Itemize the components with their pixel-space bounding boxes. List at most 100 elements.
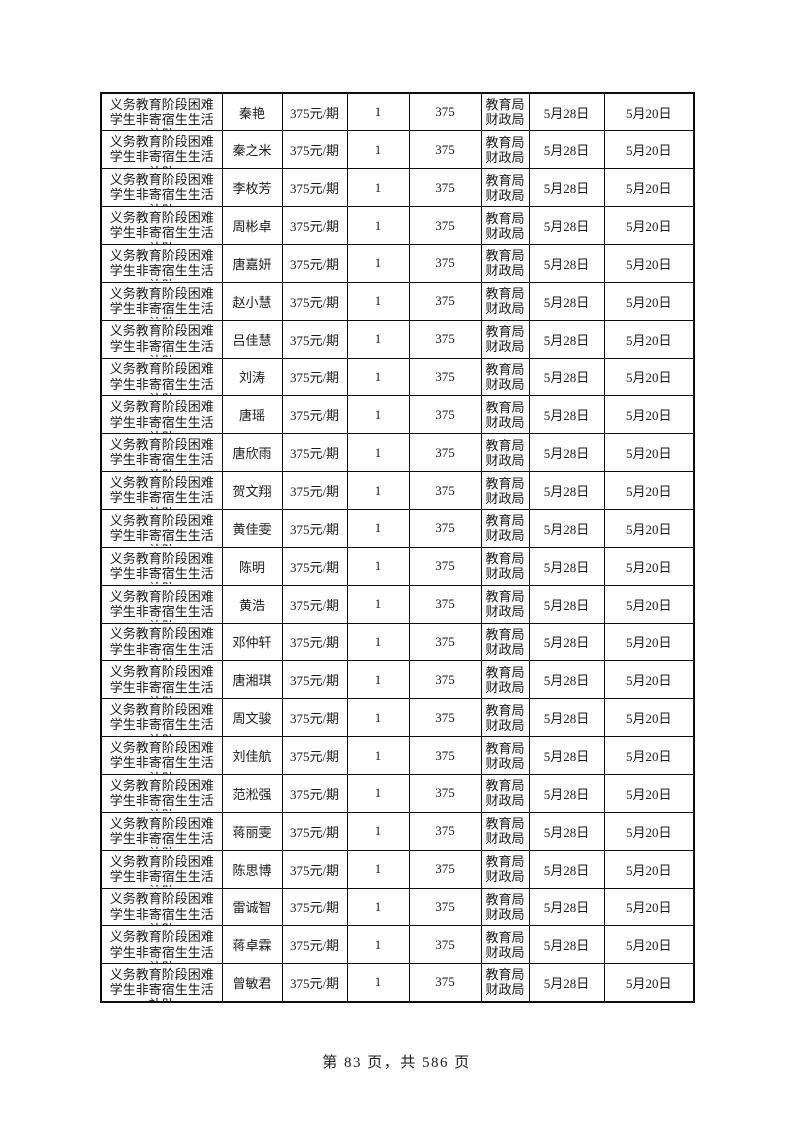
cell-periods: 1 xyxy=(346,471,410,510)
cell-amount: 375 xyxy=(408,281,482,321)
table-row: 义务教育阶段困难 学生非寄宿生生活 补助 蒋卓霖 375元/期 1 375 教育… xyxy=(100,925,695,965)
table-row: 义务教育阶段困难 学生非寄宿生生活 补助 刘涛 375元/期 1 375 教育局… xyxy=(100,357,695,397)
cell-periods: 1 xyxy=(346,887,410,927)
cell-date-second: 5月20日 xyxy=(603,319,695,359)
dept-line2: 财政局 xyxy=(485,301,525,317)
cell-project: 义务教育阶段困难 学生非寄宿生生活 补助 xyxy=(100,130,223,170)
cell-student-name: 秦艳 xyxy=(221,92,283,132)
project-line1: 义务教育阶段困难 xyxy=(109,399,214,415)
cell-funding-standard: 375元/期 xyxy=(281,92,348,132)
cell-project: 义务教育阶段困难 学生非寄宿生生活 补助 xyxy=(100,736,223,775)
project-line3-clipped: 补助 xyxy=(102,657,221,660)
cell-funding-standard: 375元/期 xyxy=(281,433,348,473)
cell-amount: 375 xyxy=(408,660,482,700)
cell-amount: 375 xyxy=(408,622,482,662)
cell-date-second: 5月20日 xyxy=(603,584,695,624)
project-line2: 学生非寄宿生生活 xyxy=(109,225,214,241)
project-line3-clipped: 补助 xyxy=(102,241,221,244)
cell-amount: 375 xyxy=(408,508,482,548)
dept-line1: 教育局 xyxy=(485,891,525,907)
cell-amount: 375 xyxy=(408,546,482,586)
cell-periods: 1 xyxy=(346,849,410,889)
cell-student-name: 陈思博 xyxy=(221,849,283,889)
dept-line1: 教育局 xyxy=(485,248,525,264)
project-line1: 义务教育阶段困难 xyxy=(109,550,214,566)
cell-date-second: 5月20日 xyxy=(603,925,695,965)
cell-periods: 1 xyxy=(346,736,410,775)
cell-funding-standard: 375元/期 xyxy=(281,546,348,586)
cell-project: 义务教育阶段困难 学生非寄宿生生活 补助 xyxy=(100,698,223,738)
cell-date-second: 5月20日 xyxy=(603,243,695,283)
cell-date-second: 5月20日 xyxy=(603,168,695,208)
cell-date-second: 5月20日 xyxy=(603,773,695,813)
table-row: 义务教育阶段困难 学生非寄宿生生活 补助 黄浩 375元/期 1 375 教育局… xyxy=(100,584,695,624)
cell-amount: 375 xyxy=(408,584,482,624)
dept-line1: 教育局 xyxy=(485,513,525,529)
cell-periods: 1 xyxy=(346,168,410,208)
dept-line2: 财政局 xyxy=(485,679,525,695)
cell-periods: 1 xyxy=(346,508,410,548)
cell-amount: 375 xyxy=(408,963,482,1003)
cell-funding-standard: 375元/期 xyxy=(281,698,348,738)
project-line2: 学生非寄宿生生活 xyxy=(109,376,214,392)
cell-periods: 1 xyxy=(346,130,410,170)
cell-date-second: 5月20日 xyxy=(603,736,695,775)
cell-amount: 375 xyxy=(408,773,482,813)
project-line3-clipped: 补助 xyxy=(102,808,221,811)
cell-periods: 1 xyxy=(346,698,410,738)
project-line3-clipped: 补助 xyxy=(102,922,221,925)
cell-funding-standard: 375元/期 xyxy=(281,508,348,548)
cell-date-second: 5月20日 xyxy=(603,357,695,397)
dept-line1: 教育局 xyxy=(485,929,525,945)
cell-amount: 375 xyxy=(408,811,482,851)
cell-funding-standard: 375元/期 xyxy=(281,206,348,245)
dept-line2: 财政局 xyxy=(485,906,525,922)
project-line2: 学生非寄宿生生活 xyxy=(109,111,214,127)
cell-departments: 教育局 财政局 xyxy=(480,508,530,548)
cell-date-first: 5月28日 xyxy=(528,319,605,359)
table-row: 义务教育阶段困难 学生非寄宿生生活 补助 贺文翔 375元/期 1 375 教育… xyxy=(100,471,695,510)
dept-line2: 财政局 xyxy=(485,452,525,468)
project-line3-clipped: 补助 xyxy=(102,430,221,433)
dept-line1: 教育局 xyxy=(485,778,525,794)
project-line1: 义务教育阶段困难 xyxy=(109,815,214,831)
cell-date-second: 5月20日 xyxy=(603,887,695,927)
project-line2: 学生非寄宿生生活 xyxy=(109,793,214,809)
table-row: 义务教育阶段困难 学生非寄宿生生活 补助 秦艳 375元/期 1 375 教育局… xyxy=(100,92,695,132)
cell-amount: 375 xyxy=(408,698,482,738)
project-line2: 学生非寄宿生生活 xyxy=(109,565,214,581)
cell-date-second: 5月20日 xyxy=(603,698,695,738)
table-row: 义务教育阶段困难 学生非寄宿生生活 补助 唐欣雨 375元/期 1 375 教育… xyxy=(100,433,695,473)
dept-line2: 财政局 xyxy=(485,225,525,241)
cell-date-first: 5月28日 xyxy=(528,963,605,1003)
project-line1: 义务教育阶段困难 xyxy=(109,96,214,112)
project-line1: 义务教育阶段困难 xyxy=(109,739,214,755)
cell-amount: 375 xyxy=(408,130,482,170)
cell-amount: 375 xyxy=(408,168,482,208)
table-body: 义务教育阶段困难 学生非寄宿生生活 补助 秦艳 375元/期 1 375 教育局… xyxy=(100,92,695,1003)
project-line2: 学生非寄宿生生活 xyxy=(109,528,214,544)
cell-funding-standard: 375元/期 xyxy=(281,168,348,208)
cell-student-name: 唐欣雨 xyxy=(221,433,283,473)
dept-line2: 财政局 xyxy=(485,755,525,771)
cell-funding-standard: 375元/期 xyxy=(281,811,348,851)
cell-project: 义务教育阶段困难 学生非寄宿生生活 补助 xyxy=(100,471,223,510)
cell-departments: 教育局 财政局 xyxy=(480,925,530,965)
project-line2: 学生非寄宿生生活 xyxy=(109,187,214,203)
project-line1: 义务教育阶段困难 xyxy=(109,437,214,453)
cell-student-name: 唐瑶 xyxy=(221,395,283,435)
cell-date-first: 5月28日 xyxy=(528,92,605,132)
cell-periods: 1 xyxy=(346,811,410,851)
cell-date-first: 5月28日 xyxy=(528,849,605,889)
cell-periods: 1 xyxy=(346,546,410,586)
table-row: 义务教育阶段困难 学生非寄宿生生活 补助 邓仲轩 375元/期 1 375 教育… xyxy=(100,622,695,662)
cell-funding-standard: 375元/期 xyxy=(281,925,348,965)
cell-date-first: 5月28日 xyxy=(528,622,605,662)
cell-departments: 教育局 财政局 xyxy=(480,92,530,132)
cell-date-first: 5月28日 xyxy=(528,546,605,586)
cell-amount: 375 xyxy=(408,925,482,965)
cell-project: 义务教育阶段困难 学生非寄宿生生活 补助 xyxy=(100,243,223,283)
cell-periods: 1 xyxy=(346,206,410,245)
cell-project: 义务教育阶段困难 学生非寄宿生生活 补助 xyxy=(100,206,223,245)
cell-funding-standard: 375元/期 xyxy=(281,130,348,170)
